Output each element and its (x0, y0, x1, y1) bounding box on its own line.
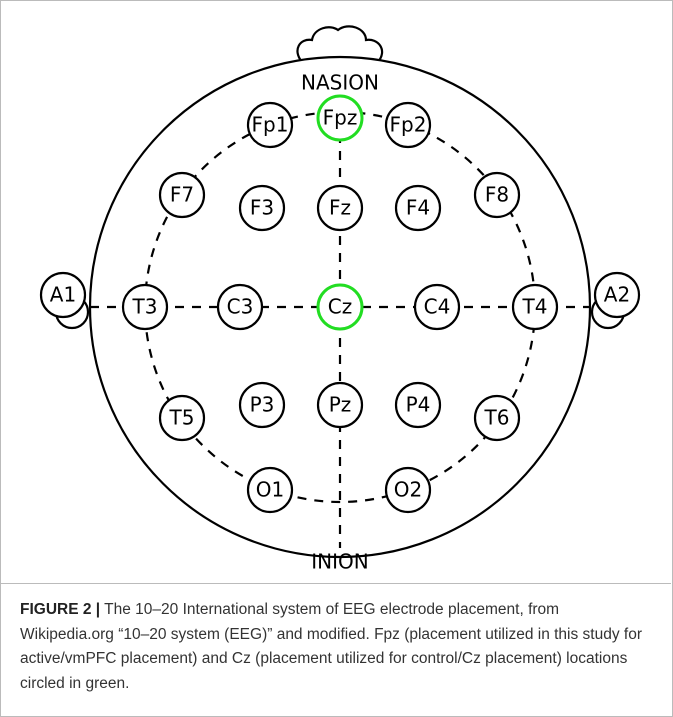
electrode-label: Cz (328, 295, 352, 319)
electrode (246, 101, 294, 149)
electrode (511, 283, 559, 331)
electrode (384, 466, 432, 514)
electrode-label: Fp2 (390, 113, 427, 137)
nose (296, 25, 384, 63)
electrode (413, 283, 461, 331)
electrode (593, 271, 641, 319)
electrode (238, 184, 286, 232)
electrode-label: F4 (406, 196, 430, 220)
electrode-label: F8 (485, 183, 509, 207)
electrode (473, 394, 521, 442)
electrode-label: F7 (170, 183, 194, 207)
electrode-label: C3 (227, 295, 254, 319)
electrode-label: A1 (50, 283, 76, 307)
electrode-label: Fz (329, 196, 351, 220)
electrode-label: C4 (424, 295, 451, 319)
electrode-label: T6 (484, 406, 510, 430)
electrode (158, 394, 206, 442)
electrode-label: P3 (250, 393, 275, 417)
electrode-label: Fpz (323, 106, 358, 130)
caption-text: The 10–20 International system of EEG el… (20, 601, 642, 692)
caption: FIGURE 2 | The 10–20 International syste… (20, 598, 655, 696)
electrode (316, 381, 364, 429)
eeg-diagram: NASION INION Fp1 Fpz Fp2 F7 F3 Fz F4 F8 A1 T3 C3 Cz… (39, 25, 641, 574)
electrode-label: P4 (406, 393, 431, 417)
electrode (316, 184, 364, 232)
electrode (394, 184, 442, 232)
electrodes: Fp1 Fpz Fp2 F7 F3 Fz F4 F8 A1 T3 C3 Cz C4 T4 A2 T5 P3 Pz P… (39, 94, 641, 514)
electrode-label: T5 (169, 406, 195, 430)
electrode (384, 101, 432, 149)
electrode (246, 466, 294, 514)
electrode-label: T4 (522, 295, 548, 319)
electrode (394, 381, 442, 429)
inion-label: INION (311, 550, 368, 574)
caption-separator (0, 583, 671, 584)
electrode (316, 94, 364, 142)
electrode-label: A2 (604, 283, 630, 307)
nasion-label: NASION (301, 71, 379, 95)
electrode (158, 171, 206, 219)
electrode-label: O1 (256, 478, 284, 502)
caption-label: FIGURE 2 | (20, 601, 101, 618)
electrode-label: O2 (394, 478, 422, 502)
electrode-label: Fp1 (252, 113, 289, 137)
electrode (473, 171, 521, 219)
electrode-label: T3 (132, 295, 158, 319)
electrode-label: Pz (329, 393, 352, 417)
electrode (316, 283, 364, 331)
electrode (121, 283, 169, 331)
electrode-label: F3 (250, 196, 274, 220)
electrode (238, 381, 286, 429)
electrode (216, 283, 264, 331)
electrode (39, 271, 87, 319)
